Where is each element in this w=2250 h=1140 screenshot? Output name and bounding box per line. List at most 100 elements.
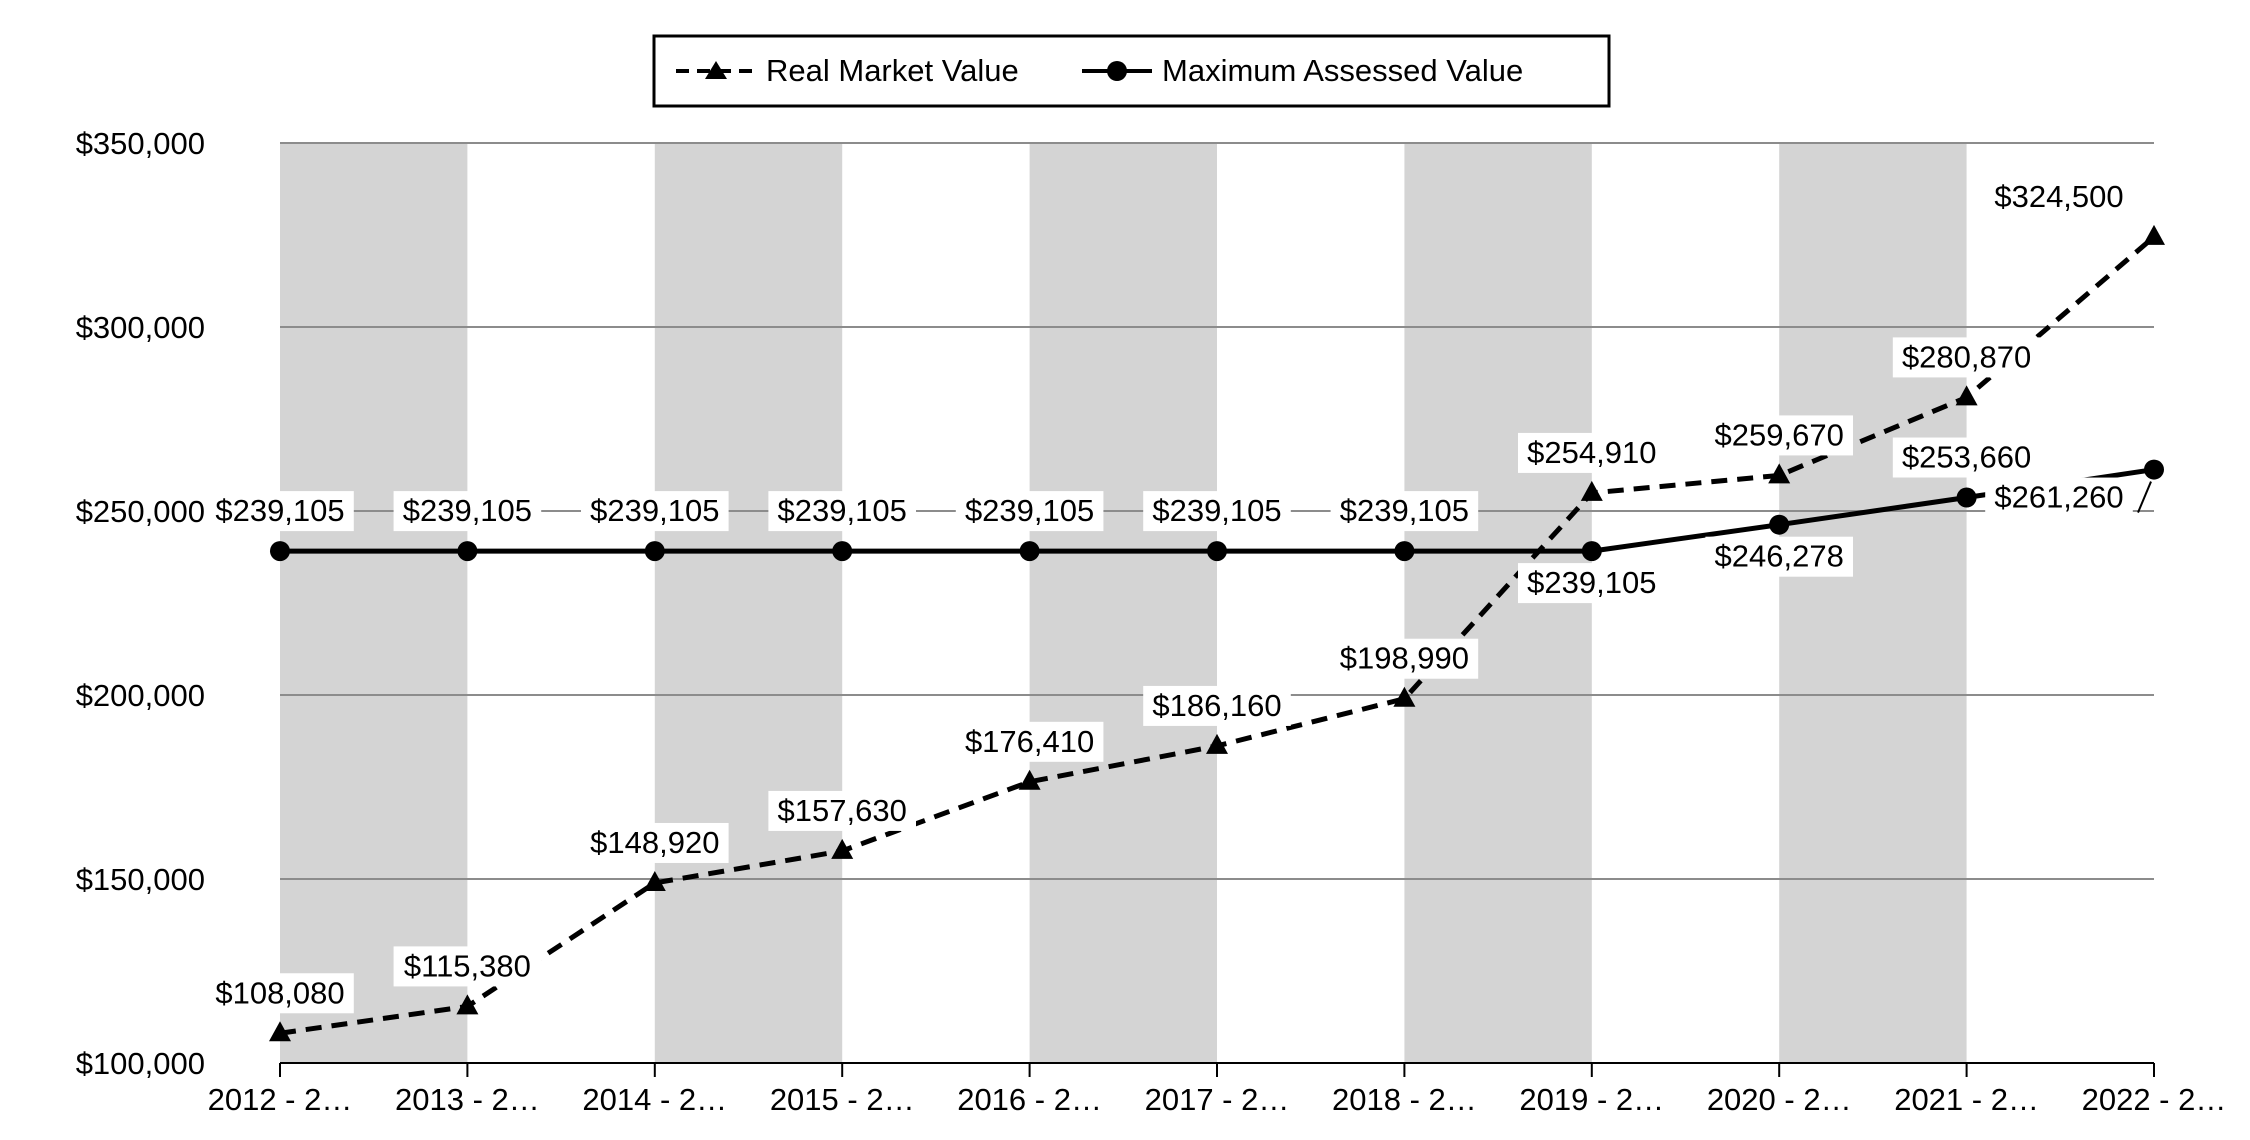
data-label-background [1518, 432, 1666, 473]
maximum-assessed-value-label: $246,278 [1705, 536, 1853, 577]
real-market-value-point [1955, 385, 1978, 406]
y-tick-label: $250,000 [76, 494, 205, 529]
real-market-value-point [1206, 733, 1228, 754]
x-tick-label: 2013 - 2… [395, 1082, 540, 1117]
data-label-background [1892, 337, 2041, 378]
band [1029, 143, 1217, 1063]
y-axis: $100,000 $150,000 $200,000 $250,000 $300,000… [76, 126, 205, 1081]
real-market-value-label: $176,410 [955, 721, 1104, 762]
maximum-assessed-value-point [1769, 514, 1790, 535]
background-bands [280, 143, 1967, 1063]
y-tick-label: $350,000 [76, 126, 205, 161]
data-label-text: $280,870 [1902, 339, 2031, 374]
x-tick-label: 2022 - 2… [2082, 1082, 2227, 1117]
x-tick-label: 2012 - 2… [208, 1082, 353, 1117]
data-label-text: $108,080 [215, 975, 344, 1010]
real-market-value-label: $198,990 [1330, 638, 1479, 679]
maximum-assessed-value-label: $239,105 [1518, 563, 1666, 604]
data-label-background [1985, 176, 2133, 217]
data-label-background [1985, 477, 2133, 518]
maximum-assessed-value-label: $239,105 [1330, 491, 1479, 532]
data-label-text: $115,380 [404, 948, 531, 983]
data-label-background [768, 491, 916, 532]
x-tick-label: 2017 - 2… [1145, 1082, 1290, 1117]
data-label-background [1143, 491, 1291, 532]
maximum-assessed-value-point [832, 541, 853, 562]
maximum-assessed-value-point [457, 541, 478, 562]
data-label-text: $148,920 [590, 825, 719, 860]
real-market-value-label: $324,500 [1985, 176, 2133, 217]
data-label-text: $259,670 [1715, 417, 1844, 452]
data-label-background [1330, 491, 1479, 532]
real-market-value-point [2143, 224, 2165, 245]
data-label-text: $239,105 [590, 493, 719, 528]
real-market-value-label: $186,160 [1143, 685, 1291, 726]
maximum-assessed-value-point [1019, 541, 1040, 562]
data-label-text: $239,105 [1527, 565, 1656, 600]
real-market-value-label: $148,920 [581, 822, 729, 863]
maximum-assessed-value-point [2144, 459, 2164, 480]
data-label-background [1705, 536, 1853, 577]
x-tick-label: 2021 - 2… [1894, 1082, 2039, 1117]
data-label-text: $239,105 [1152, 493, 1281, 528]
legend-item-maximum-assessed-value: Maximum Assessed Value [1082, 53, 1523, 88]
maximum-assessed-value-label: $239,105 [768, 491, 916, 532]
data-label-text: $186,160 [1152, 688, 1281, 723]
data-label-background [1705, 415, 1853, 456]
data-label-background [1143, 685, 1291, 726]
y-tick-label: $200,000 [76, 678, 205, 713]
data-label-text: $261,260 [1994, 480, 2123, 515]
maximum-assessed-value-label: $239,105 [955, 491, 1104, 532]
maximum-assessed-value-point [1207, 541, 1227, 562]
maximum-assessed-value-label: $239,105 [206, 491, 354, 532]
data-label-text: $239,105 [778, 493, 907, 528]
data-label-background [955, 721, 1104, 762]
data-label-text: $246,278 [1715, 539, 1844, 574]
data-label-background [393, 946, 542, 987]
maximum-assessed-value-label: $239,105 [1143, 491, 1291, 532]
real-market-value-point [1580, 480, 1603, 501]
data-label-background [581, 491, 729, 532]
real-market-value-point [831, 838, 854, 859]
data-labels: $239,105 $239,105 $239,105 $239,105 $239,105… [206, 176, 2152, 1014]
real-market-value-label: $254,910 [1518, 432, 1666, 473]
real-market-value-label: $259,670 [1705, 415, 1853, 456]
data-label-background [581, 822, 729, 863]
real-market-value-point [1393, 686, 1416, 707]
x-tick-label: 2015 - 2… [770, 1082, 915, 1117]
data-label-text: $239,105 [215, 493, 344, 528]
x-tick-label: 2016 - 2… [957, 1082, 1102, 1117]
legend-label-real-market-value: Real Market Value [766, 53, 1019, 88]
y-tick-label: $300,000 [76, 310, 205, 345]
data-label-text: $239,105 [403, 493, 532, 528]
real-market-value-label: $115,380 [393, 946, 542, 987]
legend-triangle-icon [705, 61, 727, 79]
real-market-value-point [269, 1021, 291, 1042]
real-market-value-point [1018, 769, 1041, 790]
maximum-assessed-value-label: $239,105 [581, 491, 729, 532]
real-market-value-point [643, 870, 666, 891]
legend: Real Market Value Maximum Assessed Value [652, 34, 1611, 108]
x-tick-label: 2020 - 2… [1707, 1082, 1852, 1117]
leader-line [2137, 481, 2152, 513]
maximum-assessed-value-label: $261,260 [1985, 477, 2133, 518]
data-label-background [393, 491, 542, 532]
maximum-assessed-value-point [1394, 541, 1415, 562]
data-label-background [768, 790, 916, 831]
real-market-value-label: $280,870 [1892, 337, 2041, 378]
band [654, 143, 843, 1063]
band [1779, 143, 1967, 1063]
maximum-assessed-value-point [1581, 541, 1602, 562]
data-label-background [1518, 563, 1666, 604]
data-label-text: $157,630 [778, 793, 907, 828]
legend-item-real-market-value: Real Market Value [676, 53, 1019, 88]
data-label-text: $253,660 [1902, 440, 2031, 475]
x-tick-label: 2019 - 2… [1519, 1082, 1664, 1117]
data-label-background [955, 491, 1104, 532]
legend-circle-icon [1107, 61, 1127, 81]
x-tick-label: 2014 - 2… [582, 1082, 727, 1117]
real-market-value-point [456, 994, 479, 1015]
x-axis: 2012 - 2… 2013 - 2… 2014 - 2… 2015 - 2… 2016… [208, 1062, 2227, 1117]
legend-label-maximum-assessed-value: Maximum Assessed Value [1162, 53, 1523, 88]
